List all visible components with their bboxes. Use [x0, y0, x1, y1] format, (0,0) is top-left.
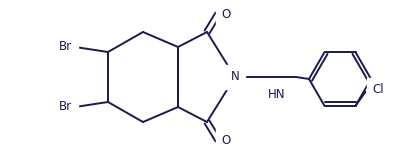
Text: N: N — [231, 70, 239, 83]
Text: O: O — [221, 7, 231, 21]
Text: Br: Br — [59, 40, 72, 54]
Text: HN: HN — [268, 88, 286, 101]
Text: O: O — [221, 134, 231, 146]
Text: Br: Br — [59, 100, 72, 113]
Text: Cl: Cl — [373, 83, 384, 96]
